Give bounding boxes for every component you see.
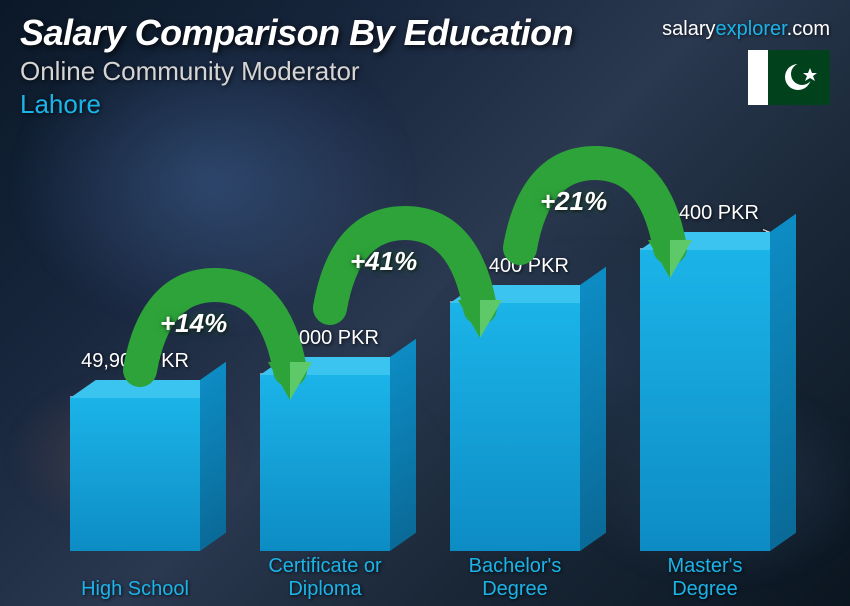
page-subtitle: Online Community Moderator	[20, 56, 830, 87]
page-title: Salary Comparison By Education	[20, 12, 830, 54]
bar-label: Certificate or Diploma	[245, 555, 405, 601]
page-location: Lahore	[20, 89, 830, 120]
chart-area: 49,900 PKRHigh School57,000 PKRCertifica…	[40, 140, 790, 551]
bar-label: Bachelor's Degree	[435, 555, 595, 601]
header: Salary Comparison By Education Online Co…	[20, 12, 830, 120]
arrow-icon	[40, 140, 790, 560]
increase-2: +21%	[40, 140, 790, 551]
bar-label: High School	[55, 578, 215, 601]
increase-label: +21%	[540, 186, 607, 217]
bar-label: Master's Degree	[625, 555, 785, 601]
